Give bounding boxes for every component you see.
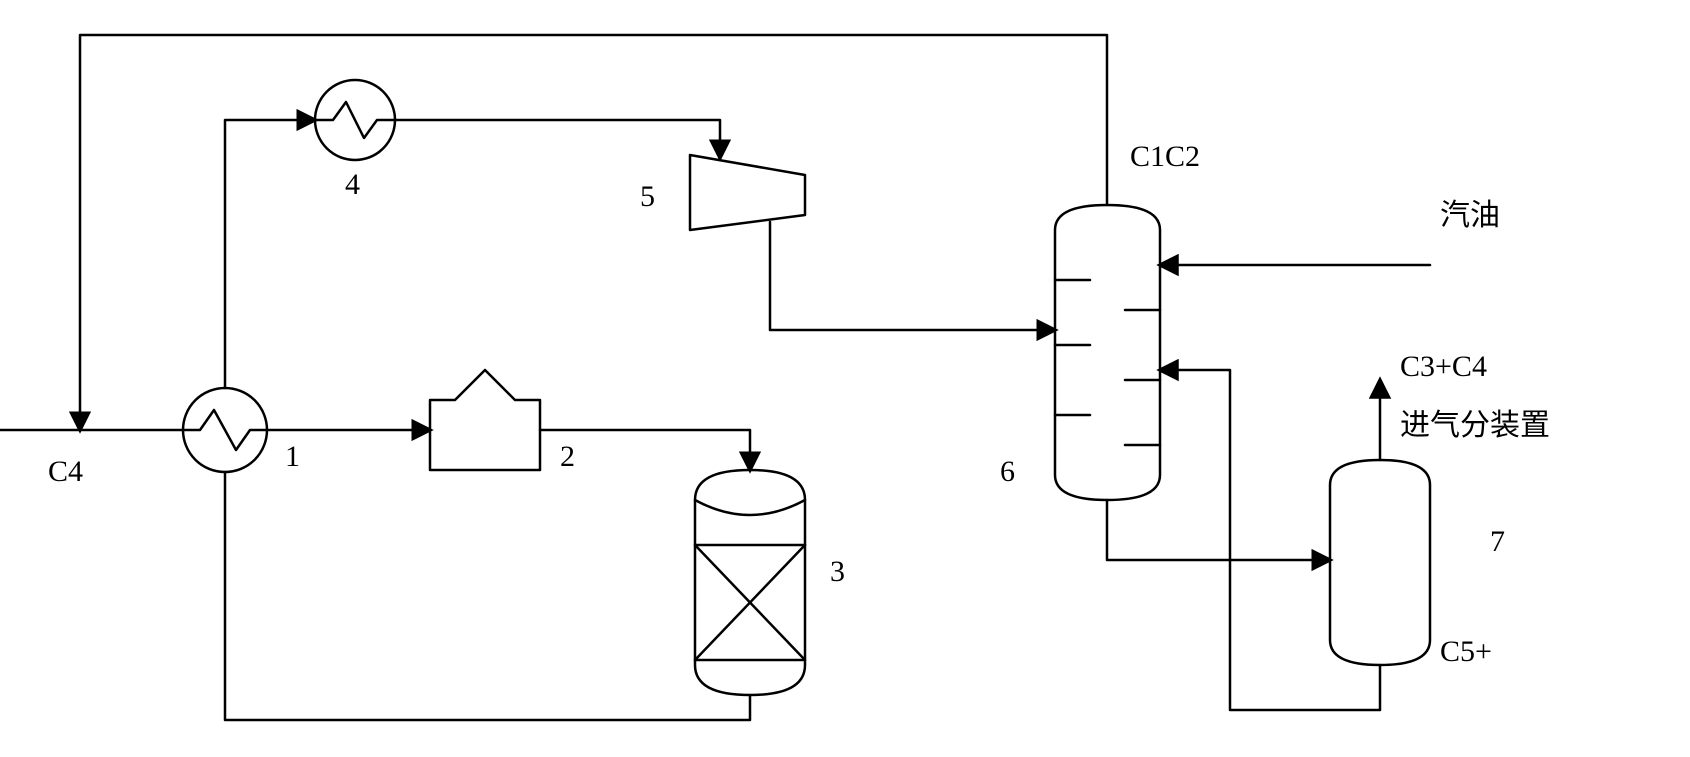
stream-absorber-top-recycle (80, 35, 1107, 430)
label-node-5: 5 (640, 180, 655, 214)
heat-exchanger-1 (183, 388, 267, 472)
heat-exchanger-4 (315, 80, 395, 160)
stream-comp-absorber (770, 222, 1055, 330)
label-c3c4: C3+C4 (1400, 350, 1487, 384)
stream-absorber-debut (1107, 500, 1330, 560)
label-node-2: 2 (560, 440, 575, 474)
compressor-5 (690, 155, 805, 230)
label-node-3: 3 (830, 555, 845, 589)
label-c5plus: C5+ (1440, 635, 1492, 669)
stream-debut-bottom-recycle (1160, 370, 1380, 710)
label-node-7: 7 (1490, 525, 1505, 559)
stream-reactor-hx1 (225, 472, 750, 720)
label-node-6: 6 (1000, 455, 1015, 489)
label-node-4: 4 (345, 168, 360, 202)
furnace-2 (430, 370, 540, 470)
label-c1c2: C1C2 (1130, 140, 1200, 174)
debutanizer-7 (1330, 460, 1430, 665)
absorber-6 (1055, 205, 1160, 500)
label-feed-c4: C4 (48, 455, 83, 489)
reactor-3 (695, 470, 805, 695)
stream-hx1-hx4 (225, 120, 315, 388)
stream-hx4-comp (395, 120, 720, 158)
label-to-gasplant: 进气分装置 (1400, 400, 1550, 444)
label-node-1: 1 (285, 440, 300, 474)
label-gasoline: 汽油 (1440, 190, 1500, 234)
